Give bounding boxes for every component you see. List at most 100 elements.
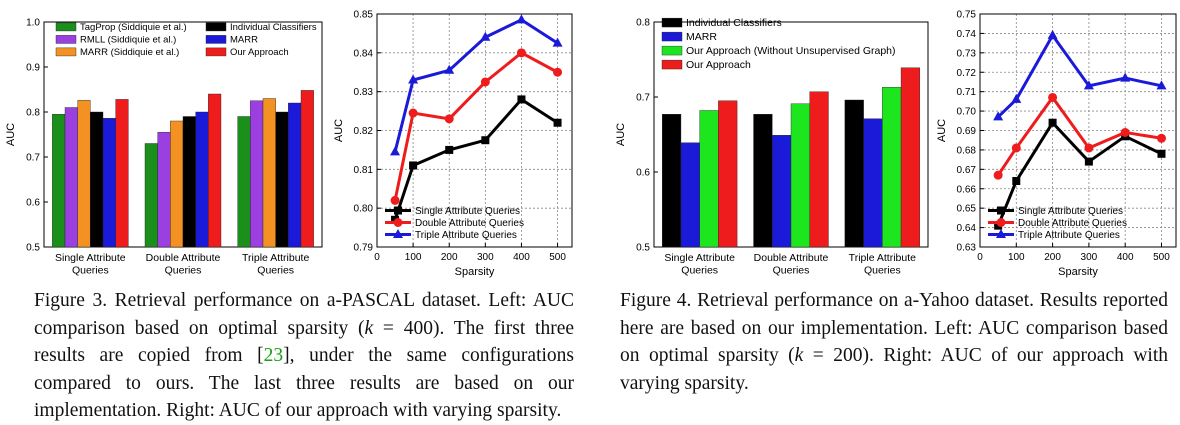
marker-circle [1156, 133, 1166, 143]
y-tick-label: 0.65 [957, 204, 977, 215]
series-line [393, 97, 559, 221]
x-category-label: Triple Attribute [242, 252, 309, 264]
series-line [393, 51, 559, 201]
bar [144, 143, 158, 248]
bar [195, 111, 209, 248]
y-tick-label: 0.5 [636, 243, 650, 254]
marker-square [1048, 118, 1057, 127]
y-tick-label: 0.71 [957, 87, 977, 98]
legend-swatch [661, 45, 683, 56]
x-tick-label: 200 [441, 252, 458, 263]
series-line [996, 94, 1162, 176]
legend-label: Triple Attribute Queries [415, 230, 517, 241]
plot-frame [376, 13, 573, 248]
y-tick-label: 0.69 [957, 126, 977, 137]
legend-label: Single Attribute Queries [415, 206, 520, 217]
legend-swatch [661, 59, 683, 70]
figure-4: 0.5 0.6 0.7 0.8 AUC Single Attribute Queries Do… [606, 0, 1180, 425]
marker-triangle [393, 229, 403, 238]
legend-label: Single Attribute Queries [1018, 206, 1123, 217]
marker-triangle [390, 146, 401, 156]
bar [102, 118, 116, 248]
y-tick-label: 0.84 [354, 48, 374, 59]
bar [300, 90, 314, 248]
marker-square [517, 95, 526, 104]
bar [772, 135, 792, 248]
bar [863, 118, 883, 248]
marker-triangle [408, 74, 419, 84]
x-category-label: Single Attribute [55, 252, 126, 264]
legend-swatch [661, 17, 683, 28]
x-tick-label: 500 [1153, 252, 1170, 263]
legend-swatch [205, 22, 227, 32]
marker-circle [408, 108, 418, 118]
series-line [997, 32, 1162, 118]
x-tick-label: 200 [1044, 252, 1061, 263]
legend-label: MARR [230, 35, 258, 46]
y-tick-label: 0.7 [636, 93, 650, 104]
marker-triangle [1047, 29, 1058, 39]
bar [882, 87, 902, 248]
y-axis-label: AUC [936, 119, 948, 142]
marker-square [445, 145, 454, 154]
bar [237, 116, 251, 248]
y-tick-label: 1.0 [26, 18, 40, 29]
y-tick-label: 0.80 [354, 204, 374, 215]
y-tick-label: 0.8 [26, 108, 40, 119]
bar [680, 142, 700, 248]
y-tick-label: 0.83 [354, 87, 374, 98]
y-tick-label: 0.72 [957, 68, 977, 79]
x-axis-label: Sparsity [455, 266, 495, 278]
marker-triangle [1083, 80, 1094, 90]
bar [250, 100, 264, 248]
legend-swatch [661, 31, 683, 42]
legend-label: RMLL (Siddiquie et al.) [80, 35, 176, 46]
x-tick-label: 300 [1081, 252, 1098, 263]
y-tick-label: 0.63 [957, 243, 977, 254]
marker-square [1012, 176, 1021, 185]
y-axis-label: AUC [615, 123, 627, 146]
marker-circle [553, 67, 563, 77]
legend-swatch [55, 47, 77, 57]
legend-label: MARR [686, 31, 717, 43]
x-category-label: Triple Attribute [849, 252, 916, 264]
x-category-label: Queries [257, 265, 294, 277]
bar [170, 120, 184, 248]
caption-k-symbol: k [794, 345, 804, 367]
legend-swatch [205, 47, 227, 57]
plot-frame [979, 13, 1177, 248]
legend-swatch [205, 35, 227, 44]
y-tick-label: 0.70 [957, 107, 977, 118]
bar [208, 93, 222, 248]
legend-label: Individual Classifiers [686, 17, 782, 29]
y-tick-label: 0.66 [957, 184, 977, 195]
y-tick-label: 0.79 [354, 243, 374, 254]
caption-lead: Figure 3. Retrieval performance on a-PAS… [34, 290, 574, 339]
chart-f4-line: 0 100 200 300 400 500 0.63 0.64 0.65 0.66 0.67 0.68… [936, 10, 1177, 278]
bar [718, 100, 738, 248]
legend-label: Our Approach [686, 59, 751, 71]
marker-triangle [444, 64, 455, 74]
marker-triangle [993, 111, 1004, 121]
y-tick-label: 0.74 [957, 29, 977, 40]
figure-3-caption: Figure 3. Retrieval performance on a-PAS… [34, 287, 574, 425]
bar [699, 110, 719, 248]
y-axis-label: AUC [5, 123, 17, 146]
x-tick-label: 400 [513, 252, 530, 263]
caption-k-value: = 200). Right: AUC of our approach with … [620, 345, 1168, 394]
x-tick-label: 300 [477, 252, 494, 263]
marker-square [481, 136, 490, 145]
citation-link[interactable]: 23 [263, 345, 284, 367]
x-category-label: Double Attribute [754, 252, 829, 264]
bar [262, 98, 276, 248]
chart-f3-line: 0 100 200 300 400 500 0.79 0.80 0.81 0.82 0.83 0.84… [333, 10, 573, 278]
caption-k-value: = 400). The first three results are copi… [34, 317, 575, 367]
y-tick-label: 0.73 [957, 48, 977, 59]
bar [64, 107, 78, 248]
marker-triangle [516, 14, 527, 24]
legend-label: MARR (Siddiquie et al.) [80, 47, 179, 58]
marker-square [1157, 149, 1166, 158]
series-line [996, 120, 1163, 227]
x-tick-label: 500 [549, 252, 566, 263]
